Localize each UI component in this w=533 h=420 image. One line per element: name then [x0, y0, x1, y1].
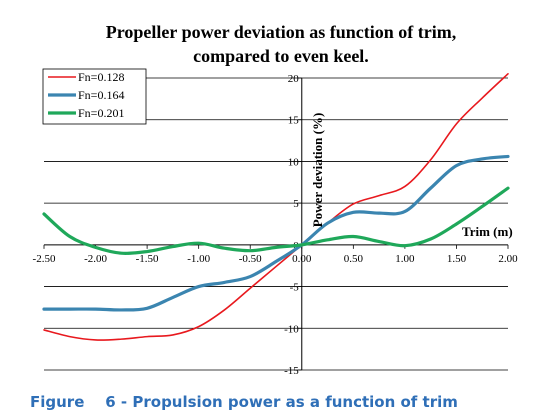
x-tick-label: 2.00 [498, 253, 518, 265]
x-tick-label: 1.50 [447, 253, 467, 265]
chart-subtitle: compared to even keel. [193, 46, 369, 66]
y-tick-label: -15 [284, 365, 299, 377]
y-tick-label: 5 [293, 198, 299, 210]
chart-title: Propeller power deviation as function of… [106, 22, 456, 42]
x-tick-label: -1.50 [136, 253, 159, 265]
x-tick-label: -2.50 [33, 253, 56, 265]
series-line-1 [42, 154, 510, 312]
y-tick-label: 15 [288, 115, 300, 127]
series-line-0 [43, 73, 509, 341]
x-tick-label: 1.00 [395, 253, 415, 265]
legend-label: Fn=0.201 [78, 106, 124, 120]
y-tick-label: 10 [288, 156, 300, 168]
series-line-2 [42, 186, 510, 255]
y-tick-label: -5 [290, 282, 300, 294]
y-tick-label: -10 [284, 323, 299, 335]
x-tick-label: -2.00 [84, 253, 107, 265]
x-tick-label: 0.00 [292, 253, 312, 265]
x-tick-label: -0.50 [239, 253, 262, 265]
x-axis-label: Trim (m) [462, 224, 513, 239]
series-lines [42, 73, 510, 341]
y-tick-label: 20 [288, 73, 300, 85]
legend-label: Fn=0.128 [78, 70, 124, 84]
figure-caption: Figure 6 - Propulsion power as a functio… [30, 393, 458, 411]
legend-label: Fn=0.164 [78, 88, 124, 102]
legend: Fn=0.128 Fn=0.164 Fn=0.201 [42, 68, 147, 125]
y-axis-label: Power deviation (%) [310, 113, 325, 228]
x-tick-label: 0.50 [344, 253, 364, 265]
x-tick-label: -1.00 [187, 253, 210, 265]
